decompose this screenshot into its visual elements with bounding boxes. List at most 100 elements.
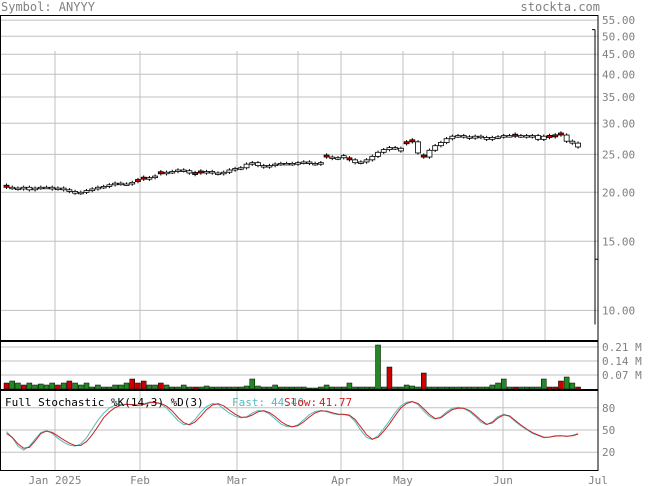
price-candle	[157, 171, 164, 175]
volume-bar	[552, 386, 558, 390]
price-candle	[260, 165, 267, 168]
price-candle	[357, 161, 364, 164]
volume-bar	[495, 382, 501, 390]
volume-bar	[215, 386, 221, 390]
price-candle	[489, 137, 496, 140]
volume-bar	[426, 386, 433, 390]
volume-bar	[43, 384, 50, 390]
price-grid	[0, 19, 598, 470]
price-candle	[546, 135, 553, 138]
chart-area	[0, 15, 598, 470]
price-candle	[243, 163, 250, 169]
price-candle	[77, 191, 84, 195]
volume-bar	[203, 385, 210, 390]
volume-bars	[3, 344, 581, 390]
price-candle	[83, 190, 90, 193]
volume-bar	[541, 378, 547, 390]
price-candle	[409, 139, 416, 143]
panel-frame	[0, 341, 599, 390]
price-candle	[455, 135, 461, 138]
volume-bar	[363, 386, 370, 390]
volume-bar	[352, 386, 358, 390]
price-candle	[323, 154, 330, 158]
price-candle	[129, 181, 136, 185]
volume-bar	[432, 386, 438, 390]
price-candle	[175, 169, 181, 172]
volume-bar	[569, 382, 576, 390]
volume-bar	[83, 382, 90, 390]
volume-bar	[300, 386, 307, 390]
x-tick-label: Apr	[331, 474, 351, 486]
volume-bar	[375, 344, 381, 390]
stochastic-title: Full Stochastic %K(14,3) %D(3)	[5, 396, 204, 409]
volume-bar	[283, 386, 290, 390]
volume-bar	[546, 386, 553, 390]
volume-bar	[295, 386, 301, 390]
slow-label: Slow:	[284, 396, 317, 409]
price-candle	[495, 136, 501, 139]
volume-bar	[49, 382, 55, 390]
y-tick-label: 20.00	[602, 186, 635, 199]
volume-bar	[209, 386, 216, 390]
price-candle	[375, 151, 381, 157]
price-candle	[226, 169, 233, 173]
price-candle	[43, 186, 50, 190]
price-candle	[37, 186, 44, 190]
price-candle	[317, 162, 324, 165]
price-candle	[569, 140, 576, 144]
price-candle	[335, 157, 341, 160]
volume-bar	[272, 384, 278, 390]
volume-bar	[220, 386, 227, 390]
stochastic-legend: Full Stochastic %K(14,3) %D(3) Fast: 44.…	[5, 396, 352, 409]
price-candle	[506, 135, 513, 138]
volume-bar	[461, 386, 467, 390]
panel-frames	[0, 15, 599, 471]
price-candle	[26, 186, 33, 191]
price-candle	[397, 147, 404, 152]
volume-bar	[112, 384, 118, 390]
volume-bar	[100, 386, 107, 390]
volume-bar	[78, 384, 84, 390]
volume-bar	[255, 385, 261, 390]
volume-bar	[558, 380, 564, 390]
volume-bar	[243, 385, 250, 390]
price-candle	[558, 132, 564, 136]
volume-bar	[346, 382, 353, 390]
price-candle	[466, 136, 473, 139]
price-candle	[437, 142, 444, 147]
volume-bar	[55, 384, 61, 390]
volume-bar	[3, 382, 10, 390]
site-label[interactable]: stockta.com	[520, 0, 600, 14]
volume-bar	[129, 378, 135, 390]
price-candle	[575, 142, 581, 148]
price-candle	[460, 135, 467, 138]
volume-bar	[575, 386, 581, 390]
y-tick-label: 50.00	[602, 30, 635, 43]
price-candle	[312, 163, 319, 166]
stochastic-slow-line	[6, 401, 579, 449]
volume-bar	[455, 386, 461, 390]
volume-bar	[335, 386, 341, 390]
volume-bar	[478, 386, 484, 390]
volume-bar	[535, 386, 541, 390]
price-candle	[140, 176, 147, 180]
price-candle	[415, 141, 421, 154]
price-candle	[135, 179, 141, 182]
price-candle	[117, 182, 124, 186]
volume-tick-label: 0.21 M	[602, 341, 642, 354]
price-candle	[529, 135, 536, 138]
stochastic-tick-label: 50	[602, 424, 615, 437]
price-candle	[203, 171, 210, 174]
price-candle	[266, 165, 273, 168]
volume-bar	[32, 384, 38, 390]
y-tick-label: 55.00	[602, 14, 635, 27]
volume-bar	[66, 380, 73, 390]
price-candle	[432, 145, 439, 151]
volume-bar	[443, 386, 450, 390]
y-tick-label: 30.00	[602, 117, 635, 130]
volume-bar	[238, 386, 244, 390]
volume-bar	[20, 384, 27, 390]
price-candle	[329, 156, 336, 159]
volume-bar	[472, 386, 478, 390]
